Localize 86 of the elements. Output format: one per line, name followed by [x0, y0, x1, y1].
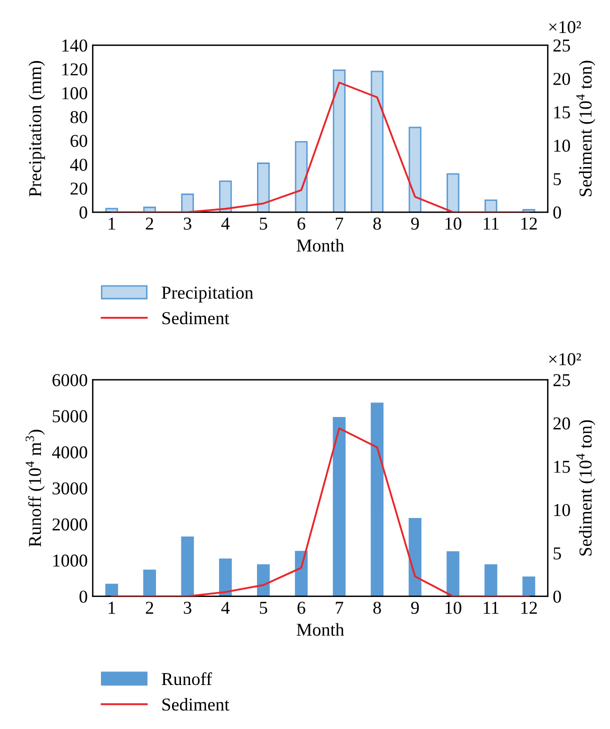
y-tick-label: 40	[70, 158, 88, 171]
bar	[181, 194, 194, 212]
y-tick-label: 100	[62, 87, 88, 100]
x-tick-label: 6	[298, 218, 306, 230]
x-tick-label: 8	[373, 602, 381, 614]
x-tick-label: 12	[521, 602, 537, 614]
y-axis-title: Runoff (10$^{4}$ m$^{3}$)	[26, 430, 45, 547]
x-tick-label: 1	[108, 218, 116, 230]
y2-tick-label: 0	[553, 590, 561, 603]
text: ×10²	[549, 21, 582, 34]
y-tick-label: 2000	[52, 518, 88, 531]
legend-label: Sediment	[162, 312, 230, 324]
x-tick-label: 1	[108, 602, 116, 614]
bar	[294, 550, 308, 596]
y-tick-label: 1000	[53, 554, 88, 567]
y2-tick-label: 5	[554, 547, 561, 560]
y2-tick-label: 5	[554, 173, 561, 186]
x-tick-label: 3	[184, 602, 192, 614]
y-tick-label: 120	[62, 63, 88, 76]
x-tick-label: 4	[221, 602, 230, 614]
x-tick-label: 10	[446, 218, 462, 230]
bar	[484, 564, 498, 596]
y-tick-label: 0	[80, 206, 88, 219]
y-tick-label: 20	[70, 182, 88, 195]
x-axis-title: Month	[296, 238, 344, 252]
y2-tick-label: 25	[553, 40, 570, 52]
bar	[332, 70, 346, 212]
x-tick-label: 11	[484, 602, 499, 614]
bar	[332, 417, 346, 596]
y2-tick-label: 0	[553, 206, 561, 219]
bar	[484, 200, 498, 212]
bar	[446, 551, 460, 596]
x-tick-label: 8	[373, 218, 381, 230]
x-axis-title: Month	[296, 623, 344, 636]
text: ×10²	[549, 353, 582, 366]
y2-tick-label: 20	[553, 72, 570, 86]
bar	[181, 536, 194, 596]
y-axis-title: Precipitation (mm)	[28, 61, 45, 197]
y2-tick-label: 25	[553, 374, 570, 386]
bar	[370, 70, 384, 212]
x-tick-label: 11	[484, 218, 499, 230]
bar	[105, 584, 118, 596]
bar	[256, 162, 270, 212]
y-tick-label: 60	[70, 134, 88, 148]
y-tick-label: 0	[80, 590, 88, 603]
y2-tick-label: 15	[554, 460, 570, 473]
line-series	[110, 82, 530, 212]
x-tick-label: 7	[336, 602, 344, 614]
x-tick-label: 5	[260, 218, 268, 230]
y-tick-label: 5000	[52, 410, 88, 422]
y2-tick-label: 10	[554, 140, 570, 152]
x-tick-label: 9	[411, 602, 419, 614]
legend-label: Precipitation	[162, 286, 254, 302]
bar	[219, 558, 232, 596]
y2-axis-title: Sediment (10$^{4}$ ton)	[576, 60, 596, 196]
bar	[446, 173, 460, 212]
x-tick-label: 5	[260, 602, 268, 614]
y-tick-label: 140	[62, 39, 88, 52]
x-tick-label: 2	[146, 602, 154, 614]
legend-label: Runoff	[162, 672, 212, 686]
line-series	[110, 427, 530, 596]
x-tick-label: 6	[298, 602, 306, 614]
bar	[522, 576, 536, 596]
bar	[408, 518, 422, 596]
x-tick-label: 4	[221, 218, 230, 230]
y-tick-label: 80	[70, 111, 88, 124]
x-tick-label: 3	[184, 218, 192, 230]
x-tick-label: 9	[411, 218, 419, 230]
bar	[256, 564, 270, 596]
legend-label: Sediment	[162, 698, 230, 711]
x-tick-label: 7	[336, 218, 344, 230]
x-tick-label: 12	[521, 218, 537, 230]
y-tick-label: 6000	[52, 374, 88, 386]
x-tick-label: 2	[146, 218, 154, 230]
y2-axis-title: Sediment (10$^{4}$ ton)	[576, 420, 596, 556]
bar	[143, 570, 156, 596]
bar	[294, 141, 308, 212]
x-tick-label: 10	[446, 602, 462, 614]
y-tick-label: 4000	[52, 446, 88, 458]
y2-tick-label: 20	[553, 417, 570, 430]
bar	[408, 126, 422, 212]
y2-tick-label: 10	[554, 504, 570, 516]
y2-tick-label: 15	[554, 106, 570, 118]
bar	[219, 180, 232, 212]
bar	[370, 402, 384, 596]
y-tick-label: 3000	[52, 482, 88, 495]
